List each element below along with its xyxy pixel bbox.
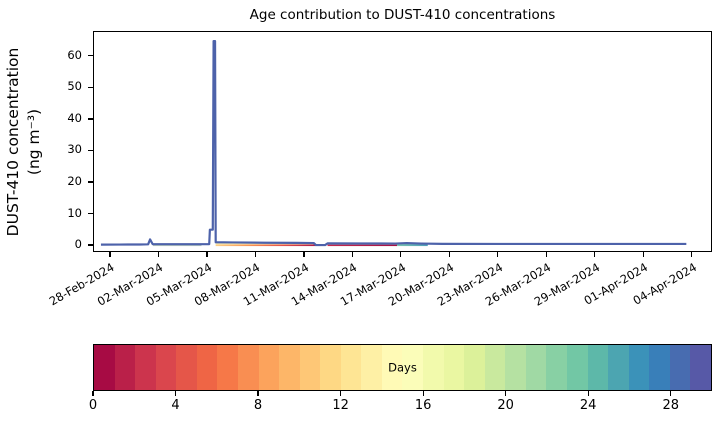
colorbar-segment [155,345,177,390]
colorbar-segment [114,345,136,390]
stacked-area-chart [100,40,687,247]
colorbar-tick-label: 0 [88,398,98,413]
y-tick-mark [88,244,93,246]
colorbar-segment [361,345,382,390]
colorbar-segment [608,345,629,390]
colorbar-tick-label: 16 [414,398,432,413]
y-tick-mark [88,55,93,57]
colorbar-segment [690,345,711,390]
x-axis-ticks: 28-Feb-2024 02-Mar-2024 05-Mar-2024 08-Mar-… [47,252,712,332]
colorbar-gradient [94,345,711,390]
colorbar-ticks: 0 4 8 12 16 20 24 28 [89,391,712,425]
x-tick-mark [400,252,402,257]
colorbar-segment [443,345,465,390]
colorbar-segment [649,345,670,390]
colorbar-tick-mark [174,391,177,396]
colorbar-segment [299,345,321,390]
y-tick-label: 60 [67,47,82,62]
colorbar-segment [258,345,280,390]
colorbar-label: Days [388,359,417,374]
colorbar-segment [217,345,238,390]
total-concentration-line [100,40,687,247]
colorbar-tick-label: 24 [579,398,597,413]
x-tick-mark [206,252,208,257]
age-band-young-dust-warm [215,244,316,247]
colorbar-segment [525,345,547,390]
colorbar-tick-mark [670,391,672,396]
x-tick-mark [351,252,353,257]
colorbar-segment [196,345,218,390]
colorbar-segment [587,345,609,390]
x-tick-mark [448,252,450,257]
colorbar-tick-mark [505,391,507,396]
colorbar-tick-label: 4 [171,398,180,413]
colorbar-segment [237,345,259,390]
colorbar-segment [176,345,197,390]
colorbar-tick-mark [257,391,259,396]
x-tick-mark [109,252,111,257]
colorbar-segment [566,345,588,390]
y-tick-label: 50 [67,79,82,94]
y-tick-label: 0 [74,237,82,252]
y-tick-mark [88,118,93,120]
colorbar-segment [402,345,423,390]
y-tick-label: 30 [67,142,82,157]
age-band-young-dust-crimson [327,244,398,247]
colorbar: Days [93,344,712,391]
colorbar-tick-label: 12 [332,398,349,413]
y-tick-mark [88,212,93,215]
x-tick-mark [691,252,693,257]
colorbar-tick-mark [92,391,94,396]
x-tick-mark [642,252,644,257]
colorbar-segment [340,345,362,390]
colorbar-segment [135,345,156,390]
colorbar-segment [320,345,341,390]
colorbar-segment [279,345,300,390]
colorbar-tick-label: 28 [662,398,679,413]
x-tick-mark [303,252,305,257]
y-tick-label: 10 [67,205,82,220]
colorbar-tick-mark [587,391,589,396]
y-tick-mark [88,86,93,89]
colorbar-segment [484,345,506,390]
colorbar-tick-label: 20 [497,398,514,413]
colorbar-segment [94,345,115,390]
colorbar-tick-mark [422,391,424,396]
age-band-old-age-sage-tint [152,245,202,247]
y-tick-label: 20 [67,174,82,188]
x-tick-mark [594,252,596,257]
colorbar-tick-mark [340,391,342,396]
plot-area [93,31,712,252]
age-band-mid-age-teal [397,243,428,247]
colorbar-segment [464,345,485,390]
colorbar-segment [669,345,691,390]
y-axis-ticks: 0 10 20 30 40 50 60 [0,31,93,252]
x-tick-mark [545,252,547,257]
colorbar-segment [546,345,567,390]
chart-title: Age contribution to DUST-410 concentrati… [249,7,556,23]
y-tick-mark [88,181,93,183]
x-tick-mark [157,252,160,257]
colorbar-segment [381,345,403,390]
x-tick-mark [254,252,256,257]
colorbar-segment [423,345,444,390]
colorbar-tick-label: 8 [253,398,263,413]
colorbar-segment [628,345,650,390]
colorbar-segment [505,345,526,390]
y-tick-label: 40 [67,110,82,125]
y-tick-mark [88,149,93,152]
x-tick-mark [497,252,499,257]
